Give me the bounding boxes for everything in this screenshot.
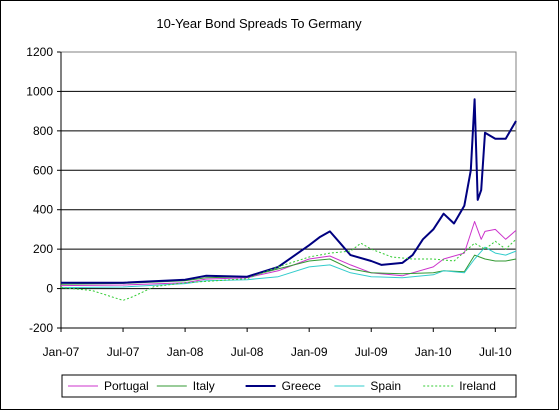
- legend-label-spain: Spain: [370, 379, 401, 393]
- x-tick-label-jul-10: Jul-10: [479, 345, 512, 359]
- series-line-greece: [61, 98, 517, 284]
- legend-label-greece: Greece: [282, 379, 322, 393]
- y-tick-label-600: 600: [33, 163, 53, 177]
- series-line-italy: [60, 254, 517, 285]
- x-tick-label-jan-09: Jan-09: [291, 345, 328, 359]
- y-tick-label-0: 0: [46, 282, 53, 296]
- axis-layer: -200 0 200 400 600 800 1000 1200 Jan-07 Jul-07 Jan…: [26, 45, 517, 359]
- y-tick-label-200: 200: [33, 242, 53, 256]
- x-tick-label-jul-09: Jul-09: [355, 345, 388, 359]
- series-line-portugal: [60, 221, 517, 287]
- y-tick-label-1000: 1000: [26, 84, 53, 98]
- legend: Portugal Italy Greece Spain Ireland: [61, 374, 517, 398]
- x-tick-label-jan-10: Jan-10: [415, 345, 452, 359]
- x-tick-label-jul-08: Jul-08: [231, 345, 264, 359]
- series-line-ireland: [60, 238, 517, 301]
- y-tick-label-800: 800: [33, 124, 53, 138]
- y-tick-label-200: -200: [29, 321, 53, 335]
- legend-box: [61, 374, 517, 398]
- legend-label-portugal: Portugal: [104, 379, 149, 393]
- legend-label-italy: Italy: [193, 379, 215, 393]
- series-line-spain: [60, 246, 517, 289]
- legend-label-ireland: Ireland: [459, 379, 496, 393]
- x-tick-label-jan-08: Jan-08: [167, 345, 204, 359]
- y-tick-label-400: 400: [33, 203, 53, 217]
- chart-title: 10-Year Bond Spreads To Germany: [156, 16, 362, 31]
- grid-layer: [61, 51, 516, 290]
- y-tick-label-1200: 1200: [26, 45, 53, 59]
- series-layer: [60, 98, 517, 301]
- x-tick-label-jul-07: Jul-07: [107, 345, 140, 359]
- x-tick-label-jan-07: Jan-07: [43, 345, 80, 359]
